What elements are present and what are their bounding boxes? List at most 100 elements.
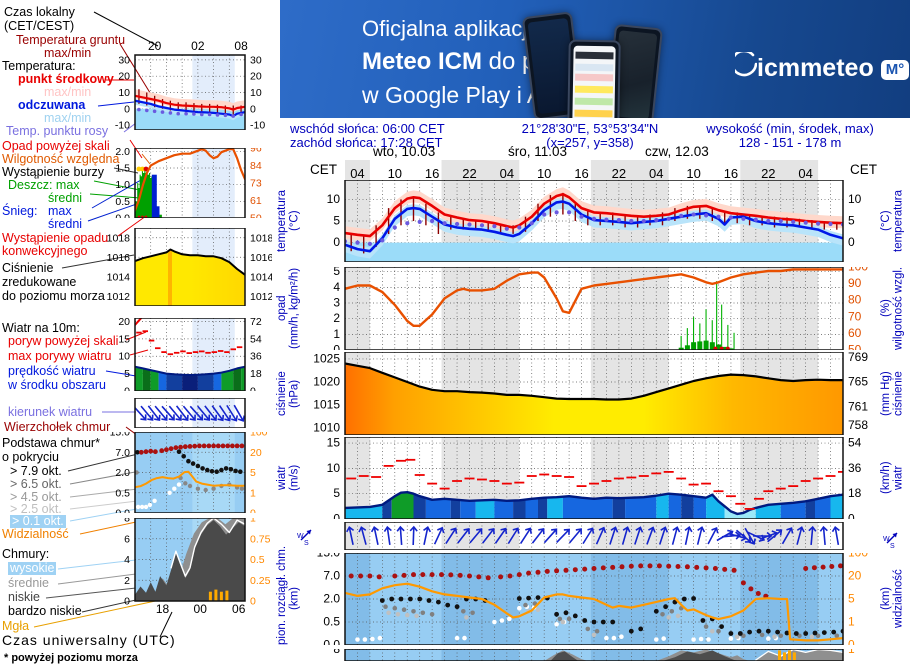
legend-mini-layers-chart: 8 6 4 2 0 1 0.75 0.5 0.25 0 18 00 06 xyxy=(124,518,271,615)
app-promo-banner[interactable]: Oficjalna aplikacja Meteo ICM do pobrani… xyxy=(280,0,910,118)
clouds-visibility-panel: 15.0 7.0 2.0 0.5 0.0 100 20 5 1 0 xyxy=(317,553,868,646)
cet-label-left: CET xyxy=(310,162,337,177)
svg-text:5: 5 xyxy=(848,214,855,228)
legend-wind-speed-2: w środku obszaru xyxy=(8,378,106,392)
legend-clouds-verylow: bardzo niskie xyxy=(8,604,82,618)
legend-okt-25: > 2.5 okt. xyxy=(10,502,62,516)
svg-text:15.0: 15.0 xyxy=(110,432,131,439)
svg-text:1012: 1012 xyxy=(250,291,272,303)
legend-sidebar: Czas lokalny (CET/CEST) Temperatura grun… xyxy=(0,0,280,664)
svg-text:00: 00 xyxy=(194,602,208,615)
compass-icon: WS xyxy=(883,532,898,548)
svg-text:72: 72 xyxy=(250,318,262,328)
svg-text:0: 0 xyxy=(848,235,855,249)
svg-text:0: 0 xyxy=(848,638,855,646)
wind-direction-panel xyxy=(344,522,844,550)
svg-text:0.5: 0.5 xyxy=(115,196,130,208)
svg-text:5: 5 xyxy=(250,467,256,479)
legend-fog: Mgła xyxy=(2,619,30,633)
legend-gust-offscale: poryw powyżej skali xyxy=(8,334,119,348)
svg-text:1.5: 1.5 xyxy=(115,163,130,175)
legend-clouds-low: niskie xyxy=(8,590,40,604)
sunrise-text: wschód słońca: 06:00 CET xyxy=(290,121,445,136)
svg-text:15: 15 xyxy=(327,437,341,450)
logo-badge: M° xyxy=(880,60,910,80)
svg-text:0.0: 0.0 xyxy=(115,213,130,219)
cloud-layers-panel: 81 xyxy=(333,649,855,661)
legend-temp-mid: punkt środkowy xyxy=(18,72,114,86)
altitude-label: wysokość (min, środek, max) xyxy=(706,121,874,136)
svg-text:04: 04 xyxy=(798,166,812,180)
legend-okt-79: > 7.9 okt. xyxy=(10,464,62,478)
svg-text:96: 96 xyxy=(250,148,262,155)
legend-ground-temp-maxmin: max/min xyxy=(44,46,92,60)
svg-text:4: 4 xyxy=(124,554,130,566)
svg-text:1015: 1015 xyxy=(313,398,340,412)
svg-text:100: 100 xyxy=(848,553,868,560)
svg-text:36: 36 xyxy=(848,461,862,475)
svg-text:0: 0 xyxy=(250,508,256,514)
svg-text:30: 30 xyxy=(250,54,262,66)
legend-clouds-mid: średnie xyxy=(8,576,49,590)
svg-text:4: 4 xyxy=(333,280,340,294)
left-label-cloud-extent: pion. rozciągł. chm. (km) xyxy=(276,545,301,645)
svg-text:1018: 1018 xyxy=(250,232,272,244)
svg-text:8: 8 xyxy=(333,649,340,656)
coordinates-text: 21°28'30"E, 53°53'34"N xyxy=(521,121,659,136)
svg-text:1: 1 xyxy=(333,327,340,341)
svg-text:1.0: 1.0 xyxy=(115,179,130,191)
legend-local-time-2: (CET/CEST) xyxy=(4,19,75,33)
svg-text:20: 20 xyxy=(250,71,262,83)
svg-text:758: 758 xyxy=(848,418,868,432)
svg-text:20: 20 xyxy=(848,569,862,583)
svg-text:73: 73 xyxy=(250,178,262,190)
svg-text:22: 22 xyxy=(612,166,626,180)
legend-okt-01: > 0.1 okt. xyxy=(10,514,66,528)
svg-text:10: 10 xyxy=(686,166,700,180)
svg-text:2: 2 xyxy=(333,311,340,325)
right-label-pressure: (mm Hg) ciśnienie xyxy=(880,371,905,416)
svg-text:0.5: 0.5 xyxy=(115,487,130,499)
legend-snow: Śnieg: xyxy=(2,204,38,218)
legend-pressure-1: Ciśnienie xyxy=(2,261,54,275)
svg-text:1016: 1016 xyxy=(107,252,131,264)
svg-text:04: 04 xyxy=(649,166,663,180)
svg-text:10: 10 xyxy=(327,461,341,475)
phone-mockup-3 xyxy=(567,39,621,118)
banner-line1: Oficjalna aplikacja xyxy=(362,16,540,41)
legend-pressure-3: do poziomu morza xyxy=(2,289,105,303)
svg-text:0: 0 xyxy=(333,235,340,249)
legend-mini-winddir-chart xyxy=(134,398,246,428)
hour-axis: 04 10 16 22 04 10 16 22 04 10 16 22 04 xyxy=(345,160,819,180)
legend-okt-45: > 4.5 okt. xyxy=(10,490,62,504)
svg-text:-10: -10 xyxy=(250,120,265,130)
altitude-value: 128 - 151 - 178 m xyxy=(738,135,842,150)
legend-feels-like: odczuwana xyxy=(18,98,86,112)
svg-text:0: 0 xyxy=(333,512,340,520)
svg-text:5: 5 xyxy=(333,214,340,228)
legend-mini-clouds-chart: 15.0 7.0 2.0 0.5 0.0 100 20 5 1 0 xyxy=(110,432,268,514)
svg-text:60: 60 xyxy=(848,326,862,340)
svg-text:0: 0 xyxy=(250,386,256,392)
svg-text:-10: -10 xyxy=(115,120,130,130)
svg-text:30: 30 xyxy=(118,54,130,66)
svg-text:765: 765 xyxy=(848,375,868,389)
gridpoint-text: (x=257, y=358) xyxy=(546,135,634,150)
legend-visibility: Widzialność xyxy=(2,527,69,541)
svg-text:22: 22 xyxy=(462,166,476,180)
svg-text:1014: 1014 xyxy=(107,271,131,283)
legend-wind-speed-1: prędkość wiatru xyxy=(8,364,96,378)
svg-text:20: 20 xyxy=(148,39,162,53)
svg-text:3: 3 xyxy=(333,296,340,310)
legend-wind10: Wiatr na 10m: xyxy=(2,321,80,335)
svg-text:7.0: 7.0 xyxy=(115,447,130,459)
right-label-temperature: (°C) temperatura xyxy=(880,190,905,253)
legend-gust-max: max porywy wiatru xyxy=(8,349,112,363)
svg-text:18: 18 xyxy=(250,368,262,380)
svg-text:84: 84 xyxy=(250,160,262,172)
svg-text:0.0: 0.0 xyxy=(323,638,340,646)
svg-text:8: 8 xyxy=(124,518,130,525)
legend-okt-65: > 6.5 okt. xyxy=(10,477,62,491)
svg-text:1010: 1010 xyxy=(313,421,340,435)
